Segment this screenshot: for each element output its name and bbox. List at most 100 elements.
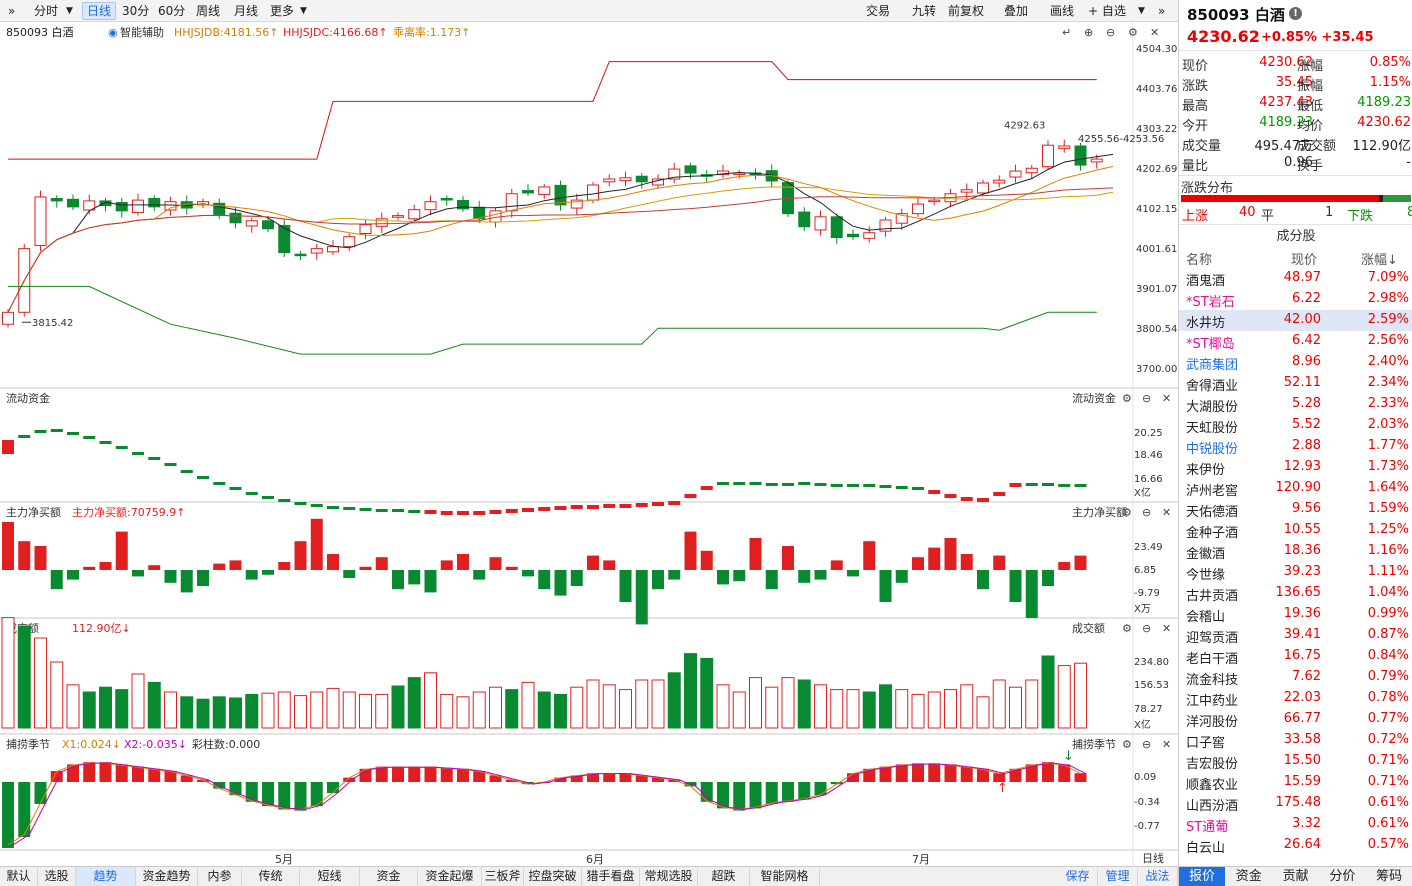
constituent-row[interactable]: 迎驾贡酒 39.41 0.87%	[1179, 625, 1412, 646]
tab-60min[interactable]: 60分	[158, 4, 186, 18]
tab-monthly[interactable]: 月线	[234, 4, 259, 18]
candle-body	[294, 253, 307, 257]
season-bar	[944, 764, 957, 782]
net-bar	[619, 570, 632, 602]
constituent-row[interactable]: 金种子酒 10.55 1.25%	[1179, 520, 1412, 541]
y-tick-main: 4403.76	[1136, 84, 1177, 95]
trade-menu[interactable]: 交易	[866, 4, 891, 18]
net-bar	[814, 570, 827, 580]
right-tab[interactable]: 筹码	[1376, 869, 1403, 884]
bottom-tab[interactable]: 内参	[198, 867, 242, 886]
flow-bar	[278, 499, 291, 502]
flow-bar	[700, 486, 713, 490]
tab-daily[interactable]: 日线	[82, 2, 117, 20]
constituent-row[interactable]: 酒鬼酒 48.97 7.09%	[1179, 268, 1412, 289]
col-name[interactable]: 名称	[1186, 253, 1213, 268]
dropdown-arrow-icon[interactable]: ▼	[300, 6, 307, 16]
bottom-right-button[interactable]: 管理	[1098, 867, 1138, 886]
col-change[interactable]: 涨幅↓	[1361, 253, 1398, 268]
dropdown-arrow-icon[interactable]: ▼	[66, 6, 73, 16]
bottom-tab[interactable]: 猎手看盘	[582, 867, 640, 886]
constituent-row[interactable]: 武商集团 8.96 2.40%	[1179, 352, 1412, 373]
bottom-tab[interactable]: 默认	[0, 867, 38, 886]
season-col: 彩柱数:0.000	[192, 737, 260, 751]
right-tab[interactable]: 贡献	[1282, 869, 1309, 884]
tab-30min[interactable]: 30分	[122, 4, 150, 18]
constituent-row[interactable]: 舍得酒业 52.11 2.34%	[1179, 373, 1412, 394]
info-icon[interactable]: !	[1289, 7, 1302, 20]
bottom-tab[interactable]: 传统	[242, 867, 300, 886]
volume-bar	[456, 696, 470, 729]
net-bar	[197, 570, 209, 586]
constituent-row[interactable]: *ST岩石 6.22 2.98%	[1179, 289, 1412, 310]
bottom-tab[interactable]: 控盘突破	[524, 867, 582, 886]
chart-svg[interactable]: 850093 白酒 ◉ 智能辅助 HHJSJDB:4181.56↑ HHJSJDC:41…	[0, 22, 1178, 866]
flow-bar	[294, 502, 307, 505]
constituent-row[interactable]: 古井贡酒 136.65 1.04%	[1179, 583, 1412, 604]
constituent-row[interactable]: 顺鑫农业 15.59 0.71%	[1179, 772, 1412, 793]
volume-bar	[797, 679, 811, 729]
constituent-price: 12.93	[1283, 459, 1321, 474]
right-tab[interactable]: 分价	[1329, 869, 1356, 884]
constituent-row[interactable]: 今世缘 39.23 1.11%	[1179, 562, 1412, 583]
bottom-right-button[interactable]: 战法	[1138, 867, 1178, 886]
constituent-row[interactable]: 流金科技 7.62 0.79%	[1179, 667, 1412, 688]
constituent-row[interactable]: ST通葡 3.32 0.61%	[1179, 814, 1412, 835]
kline-chart-area[interactable]: 850093 白酒 ◉ 智能辅助 HHJSJDB:4181.56↑ HHJSJDC:41…	[0, 22, 1178, 866]
nine-turn-button[interactable]: 九转	[912, 4, 937, 18]
constituent-row[interactable]: *ST椰岛 6.42 2.56%	[1179, 331, 1412, 352]
net-bar	[180, 570, 193, 593]
right-tab[interactable]: 资金	[1235, 869, 1262, 884]
constituent-row[interactable]: 天佑德酒 9.56 1.59%	[1179, 499, 1412, 520]
col-price[interactable]: 现价	[1291, 253, 1318, 268]
flow-bar	[245, 492, 258, 495]
constituent-change: 0.57%	[1367, 837, 1409, 852]
constituent-row[interactable]: 老白干酒 16.75 0.84%	[1179, 646, 1412, 667]
constituent-row[interactable]: 吉宏股份 15.50 0.71%	[1179, 751, 1412, 772]
constituent-row[interactable]: 江中药业 22.03 0.78%	[1179, 688, 1412, 709]
constituent-row[interactable]: 山西汾酒 175.48 0.61%	[1179, 793, 1412, 814]
y-tick-net: 23.49	[1134, 542, 1163, 553]
bottom-tab[interactable]: 资金	[360, 867, 418, 886]
adjust-menu[interactable]: 前复权	[948, 4, 985, 18]
constituent-row[interactable]: 金徽酒 18.36 1.16%	[1179, 541, 1412, 562]
bottom-tab[interactable]: 短线	[300, 867, 360, 886]
constituent-row[interactable]: 来伊份 12.93 1.73%	[1179, 457, 1412, 478]
add-watchlist-button[interactable]: + 自选	[1088, 4, 1126, 18]
up-label: 上涨	[1182, 209, 1209, 224]
constituent-row[interactable]: 天虹股份 5.52 2.03%	[1179, 415, 1412, 436]
bottom-tab[interactable]: 资金起爆	[418, 867, 482, 886]
constituent-row[interactable]: 中锐股份 2.88 1.77%	[1179, 436, 1412, 457]
volume-bar	[570, 686, 584, 729]
constituent-row[interactable]: 水井坊 42.00 2.59%	[1179, 310, 1412, 331]
constituent-row[interactable]: 大湖股份 5.28 2.33%	[1179, 394, 1412, 415]
tab-more[interactable]: 更多	[270, 4, 295, 18]
bottom-tab[interactable]: 资金趋势	[136, 867, 198, 886]
tab-weekly[interactable]: 周线	[196, 4, 221, 18]
bottom-tab[interactable]: 智能网格	[750, 867, 820, 886]
candle-body	[798, 211, 811, 228]
constituent-row[interactable]: 洋河股份 66.77 0.77%	[1179, 709, 1412, 730]
bottom-tab[interactable]: 三板斧	[482, 867, 524, 886]
bottom-right-button[interactable]: 保存	[1058, 867, 1098, 886]
constituent-row[interactable]: 口子窖 33.58 0.72%	[1179, 730, 1412, 751]
bottom-tab[interactable]: 趋势	[76, 867, 136, 886]
y-tick-season: -0.77	[1134, 821, 1160, 832]
bottom-tab[interactable]: 选股	[38, 867, 76, 886]
constituent-row[interactable]: 会稽山 19.36 0.99%	[1179, 604, 1412, 625]
dropdown-arrow-icon[interactable]: ▼	[1138, 6, 1145, 16]
bottom-tab[interactable]: 常规选股	[640, 867, 698, 886]
collapse-icon[interactable]: »	[1158, 4, 1166, 18]
expand-icon[interactable]: »	[8, 4, 16, 18]
tab-intraday[interactable]: 分时	[34, 4, 59, 18]
constituent-row[interactable]: 白云山 26.64 0.57%	[1179, 835, 1412, 856]
right-tab[interactable]: 报价	[1179, 867, 1225, 886]
season-bar	[847, 773, 859, 782]
season-bar	[912, 763, 924, 782]
flow-bar	[115, 446, 128, 449]
bottom-tab[interactable]: 超跌	[698, 867, 750, 886]
constituent-price: 39.41	[1283, 627, 1321, 642]
overlay-menu[interactable]: 叠加	[1004, 4, 1029, 18]
constituent-row[interactable]: 泸州老窖 120.90 1.64%	[1179, 478, 1412, 499]
draw-button[interactable]: 画线	[1050, 4, 1075, 18]
